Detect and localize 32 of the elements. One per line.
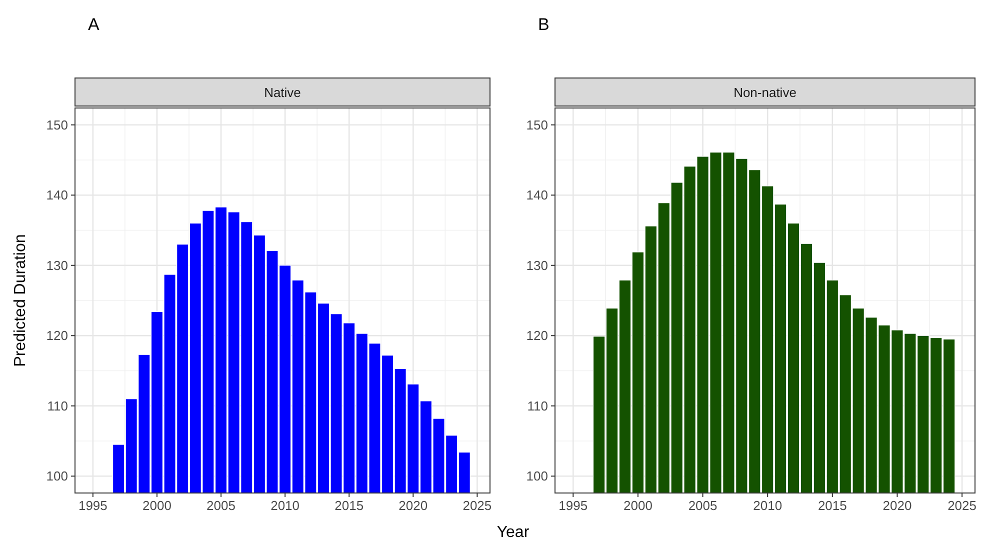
y-tick-label: 120	[46, 328, 68, 344]
x-axis-title: Year	[496, 524, 530, 541]
chart-title: Native	[264, 85, 301, 100]
y-tick-label: 100	[526, 468, 548, 484]
y-tick-label: 140	[46, 188, 68, 203]
x-tick-label: 2020	[882, 498, 912, 513]
y-tick-label: 150	[526, 117, 548, 132]
text: A	[88, 15, 100, 34]
y-tick-label: 130	[46, 258, 68, 273]
text: B	[538, 15, 550, 34]
chart-title: Non-native	[734, 85, 796, 100]
x-tick-label: 1995	[558, 498, 588, 513]
x-tick-label: 2015	[334, 498, 364, 513]
x-tick-label: 2005	[688, 498, 718, 513]
y-tick-label: 100	[46, 468, 68, 484]
x-tick-label: 2025	[948, 498, 976, 513]
x-tick-label: 2010	[270, 498, 300, 513]
x-tick-label: 2000	[142, 498, 172, 513]
x-tick-label: 2015	[818, 498, 847, 513]
x-tick-label: 2005	[206, 498, 236, 513]
y-tick-label: 120	[526, 328, 548, 344]
x-tick-label: 2000	[624, 498, 652, 513]
y-tick-label: 110	[527, 398, 548, 414]
x-tick-label: 2020	[398, 498, 428, 513]
x-tick-label: 2010	[753, 498, 782, 513]
y-tick-label: 140	[526, 188, 548, 203]
x-tick-label: 2025	[462, 498, 492, 513]
x-tick-label: 1995	[78, 498, 108, 513]
y-tick-label: 110	[47, 398, 68, 414]
y-axis-title: Predicted Duration	[12, 234, 29, 367]
y-tick-label: 150	[46, 117, 68, 132]
y-tick-label: 130	[526, 258, 548, 273]
